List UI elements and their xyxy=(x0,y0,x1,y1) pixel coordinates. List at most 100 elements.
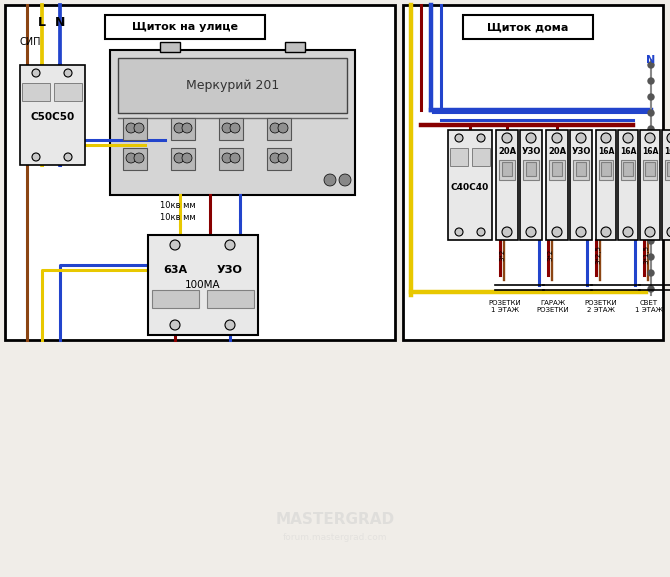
Circle shape xyxy=(170,240,180,250)
Text: 100МА: 100МА xyxy=(185,280,221,290)
Circle shape xyxy=(182,153,192,163)
Bar xyxy=(549,160,565,180)
Bar xyxy=(621,160,635,180)
Bar xyxy=(472,148,490,166)
Circle shape xyxy=(32,69,40,77)
Bar xyxy=(148,235,258,335)
Circle shape xyxy=(648,78,654,84)
Bar xyxy=(463,15,593,39)
Text: 3*2,5: 3*2,5 xyxy=(595,246,601,264)
Bar xyxy=(267,118,291,140)
Bar xyxy=(523,160,539,180)
Circle shape xyxy=(182,123,192,133)
Circle shape xyxy=(32,153,40,161)
Text: 3*1,5: 3*1,5 xyxy=(643,245,649,264)
Circle shape xyxy=(270,123,280,133)
Bar xyxy=(152,290,199,308)
Bar xyxy=(118,58,347,113)
Circle shape xyxy=(64,69,72,77)
Bar xyxy=(599,160,613,180)
Circle shape xyxy=(576,227,586,237)
Bar xyxy=(570,130,592,240)
Bar xyxy=(573,160,589,180)
Circle shape xyxy=(230,123,240,133)
Text: Меркурий 201: Меркурий 201 xyxy=(186,78,279,92)
Bar xyxy=(123,118,147,140)
Bar xyxy=(667,162,670,176)
Circle shape xyxy=(170,320,180,330)
Text: 10кв мм: 10кв мм xyxy=(160,213,196,223)
Circle shape xyxy=(648,110,654,116)
Text: N: N xyxy=(647,55,656,65)
Circle shape xyxy=(648,238,654,244)
Circle shape xyxy=(126,123,136,133)
Circle shape xyxy=(477,228,485,236)
Circle shape xyxy=(648,94,654,100)
Text: РОЗЕТКИ
2 ЭТАЖ: РОЗЕТКИ 2 ЭТАЖ xyxy=(585,300,617,313)
Text: ГАРАЖ
РОЗЕТКИ: ГАРАЖ РОЗЕТКИ xyxy=(537,300,570,313)
Circle shape xyxy=(648,142,654,148)
Circle shape xyxy=(648,206,654,212)
Bar xyxy=(219,148,243,170)
Bar xyxy=(285,42,305,52)
Circle shape xyxy=(134,123,144,133)
Bar xyxy=(520,130,542,240)
Text: 3*2: 3*2 xyxy=(499,249,505,261)
Circle shape xyxy=(648,286,654,292)
Text: 20А: 20А xyxy=(498,148,516,156)
Circle shape xyxy=(645,133,655,143)
Text: РОЗЕТКИ
1 ЭТАЖ: РОЗЕТКИ 1 ЭТАЖ xyxy=(488,300,521,313)
Text: 16А: 16А xyxy=(642,148,658,156)
Circle shape xyxy=(134,153,144,163)
Bar xyxy=(171,148,195,170)
Text: СВЕТ
1 ЭТАЖ: СВЕТ 1 ЭТАЖ xyxy=(635,300,663,313)
Circle shape xyxy=(526,133,536,143)
Circle shape xyxy=(64,153,72,161)
Text: 16А: 16А xyxy=(598,148,614,156)
Bar xyxy=(403,5,663,340)
Bar xyxy=(448,130,492,240)
Circle shape xyxy=(230,153,240,163)
Bar xyxy=(22,83,50,101)
Bar xyxy=(5,5,395,340)
Circle shape xyxy=(126,153,136,163)
Bar xyxy=(496,130,518,240)
Bar xyxy=(662,130,670,240)
Bar xyxy=(576,162,586,176)
Circle shape xyxy=(174,153,184,163)
Bar xyxy=(596,130,616,240)
Circle shape xyxy=(552,227,562,237)
Circle shape xyxy=(648,62,654,68)
Bar xyxy=(171,118,195,140)
Circle shape xyxy=(324,174,336,186)
Circle shape xyxy=(225,320,235,330)
Text: Щиток дома: Щиток дома xyxy=(487,22,569,32)
Circle shape xyxy=(623,227,633,237)
Circle shape xyxy=(648,126,654,132)
Text: N: N xyxy=(55,16,65,28)
Circle shape xyxy=(601,227,611,237)
Bar xyxy=(54,83,82,101)
Circle shape xyxy=(339,174,351,186)
Bar xyxy=(123,148,147,170)
Circle shape xyxy=(648,158,654,164)
Text: УЗО: УЗО xyxy=(521,148,541,156)
Bar xyxy=(105,15,265,39)
Circle shape xyxy=(648,270,654,276)
Bar xyxy=(267,148,291,170)
Circle shape xyxy=(502,227,512,237)
Bar xyxy=(219,118,243,140)
Bar xyxy=(526,162,536,176)
Bar xyxy=(640,130,660,240)
Circle shape xyxy=(477,134,485,142)
Text: C40C40: C40C40 xyxy=(451,182,489,192)
Circle shape xyxy=(601,133,611,143)
Text: C50C50: C50C50 xyxy=(30,112,74,122)
Circle shape xyxy=(623,133,633,143)
Text: 63А: 63А xyxy=(163,265,187,275)
Circle shape xyxy=(648,222,654,228)
Text: 20А: 20А xyxy=(548,148,566,156)
Text: forum.mastergrad.com: forum.mastergrad.com xyxy=(283,533,387,541)
Bar xyxy=(160,42,180,52)
Text: Щиток на улице: Щиток на улице xyxy=(132,22,238,32)
